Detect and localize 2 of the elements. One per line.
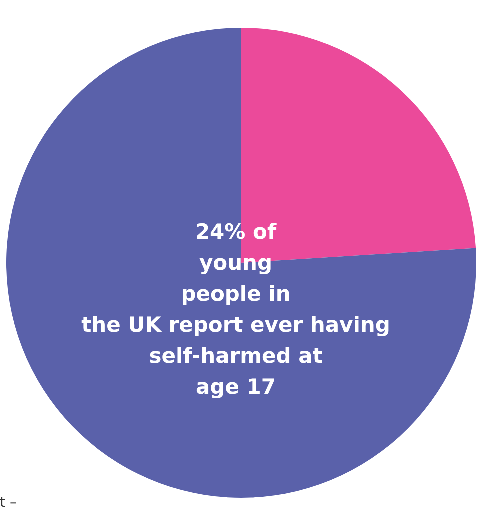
text: t – [0,495,17,511]
pie-slice [6,28,476,498]
